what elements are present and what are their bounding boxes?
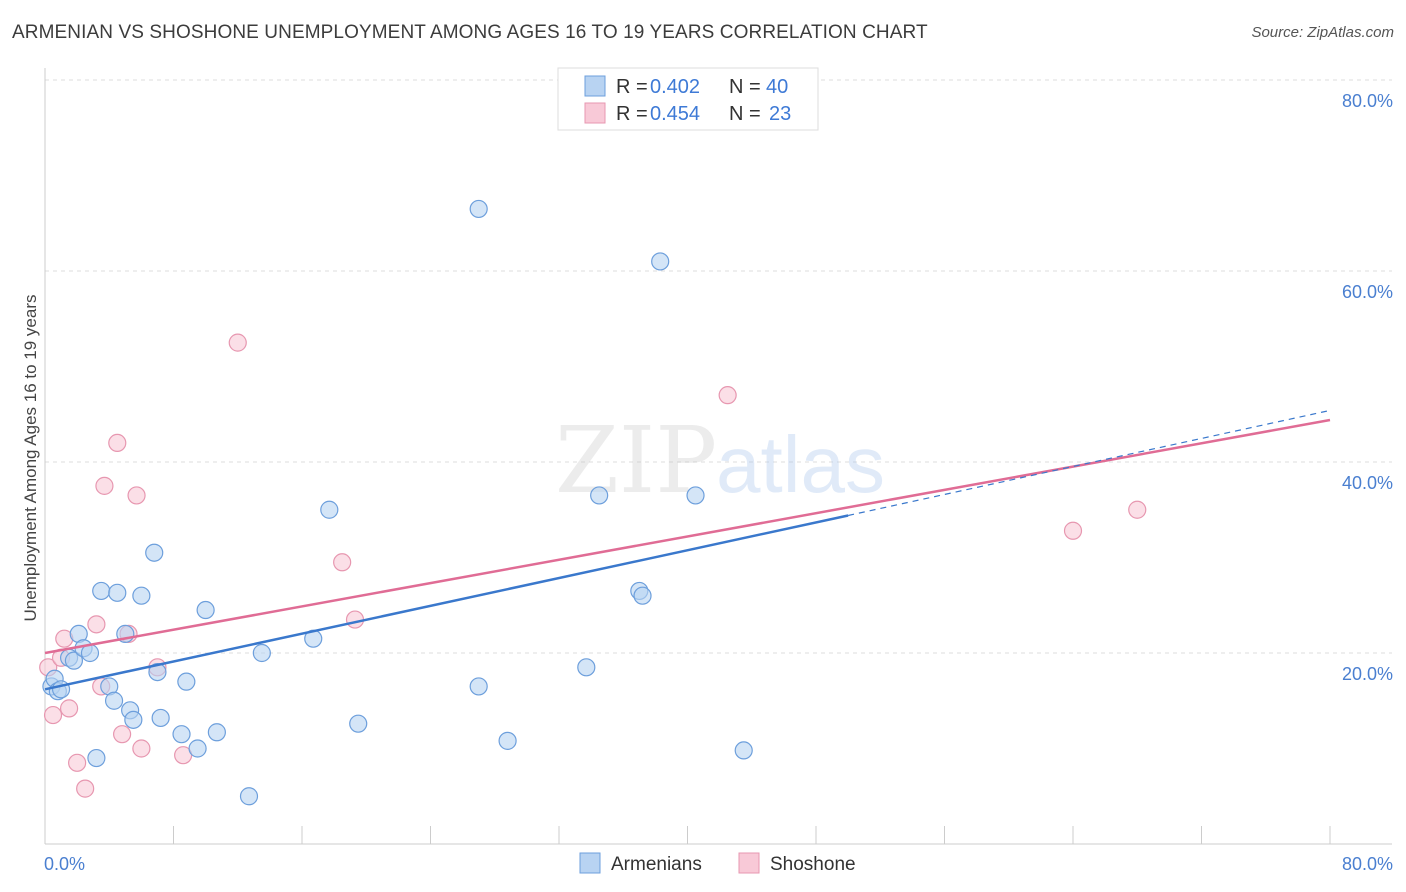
shoshone-point: [112, 725, 132, 744]
shoshone-point: [59, 699, 79, 718]
shoshone-point: [132, 739, 151, 758]
armenians-point: [87, 748, 106, 768]
shoshone-point: [76, 779, 95, 798]
y-tick-labels: 20.0% 40.0% 60.0% 80.0%: [1342, 91, 1393, 684]
armenians-point: [633, 586, 652, 605]
legend-r-value-shoshone: 0.454: [650, 103, 700, 125]
armenians-point: [590, 486, 609, 505]
shoshone-points: [39, 333, 1147, 798]
y-axis-label: Unemployment Among Ages 16 to 19 years: [21, 295, 40, 622]
shoshone-trend-line: [44, 418, 1331, 655]
legend-n-value-shoshone: 23: [769, 103, 791, 125]
correlation-legend: R = 0.402 N = 40 R = 0.454 N = 23: [557, 67, 819, 131]
legend-swatch-bottom-shoshone: [738, 852, 760, 874]
legend-r-label-armenians: R =: [616, 76, 648, 98]
series-legend: Armenians Shoshone: [579, 852, 856, 875]
legend-label-shoshone: Shoshone: [770, 854, 856, 875]
chart-title: ARMENIAN VS SHOSHONE UNEMPLOYMENT AMONG …: [12, 22, 928, 43]
shoshone-point: [228, 333, 247, 352]
armenians-point: [686, 486, 705, 505]
armenians-point: [252, 643, 271, 663]
armenians-trend-line: [44, 514, 849, 691]
y-tick-label: 60.0%: [1342, 282, 1393, 302]
armenians-point: [577, 658, 596, 677]
armenians-point: [469, 677, 488, 696]
legend-swatch-bottom-armenians: [579, 852, 601, 874]
y-tick-label: 80.0%: [1342, 91, 1393, 111]
armenians-point: [151, 708, 170, 728]
shoshone-point: [718, 386, 737, 405]
trend-lines: [44, 409, 1331, 691]
x-tick-marks: [173, 826, 1331, 844]
armenians-point: [145, 543, 164, 562]
armenians-point: [239, 787, 259, 806]
legend-r-value-armenians: 0.402: [650, 76, 700, 98]
legend-swatch-shoshone: [584, 102, 606, 124]
watermark-atlas: atlas: [716, 420, 885, 509]
armenians-point: [108, 583, 127, 602]
armenians-point: [104, 691, 124, 710]
source-label: Source: ZipAtlas.com: [1251, 24, 1394, 41]
shoshone-point: [68, 753, 87, 772]
shoshone-point: [1063, 521, 1083, 540]
armenians-points: [42, 199, 753, 806]
legend-r-label-shoshone: R =: [616, 103, 648, 125]
x-tick-label-min: 0.0%: [44, 854, 85, 874]
armenians-point: [469, 199, 488, 219]
shoshone-point: [108, 433, 127, 452]
armenians-point: [349, 714, 368, 733]
shoshone-point: [127, 486, 146, 505]
x-tick-label-max: 80.0%: [1342, 854, 1393, 874]
shoshone-point: [87, 615, 106, 634]
armenians-point: [734, 741, 753, 760]
armenians-point: [177, 672, 196, 691]
legend-label-armenians: Armenians: [611, 854, 702, 875]
armenians-point: [132, 586, 151, 605]
armenians-point: [124, 710, 143, 729]
armenians-point: [172, 725, 191, 744]
armenians-point: [92, 581, 111, 601]
armenians-point: [320, 500, 339, 519]
gridlines: [45, 79, 1392, 654]
armenians-point: [196, 600, 215, 620]
armenians-point: [651, 252, 670, 271]
legend-n-label-armenians: N =: [729, 76, 761, 98]
shoshone-point: [43, 705, 63, 725]
legend-n-label-shoshone: N =: [729, 103, 761, 125]
shoshone-point: [95, 476, 114, 495]
y-tick-label: 40.0%: [1342, 473, 1393, 493]
armenians-point: [207, 723, 226, 742]
armenians-trend-extension: [847, 409, 1331, 517]
shoshone-point: [333, 553, 352, 572]
legend-n-value-armenians: 40: [766, 76, 788, 98]
armenians-point: [148, 662, 167, 682]
armenians-point: [498, 731, 517, 750]
y-tick-label: 20.0%: [1342, 664, 1393, 684]
legend-swatch-armenians: [584, 75, 606, 97]
armenians-point: [188, 739, 207, 758]
shoshone-point: [345, 610, 365, 629]
armenians-point: [64, 651, 84, 670]
shoshone-point: [1128, 500, 1147, 519]
